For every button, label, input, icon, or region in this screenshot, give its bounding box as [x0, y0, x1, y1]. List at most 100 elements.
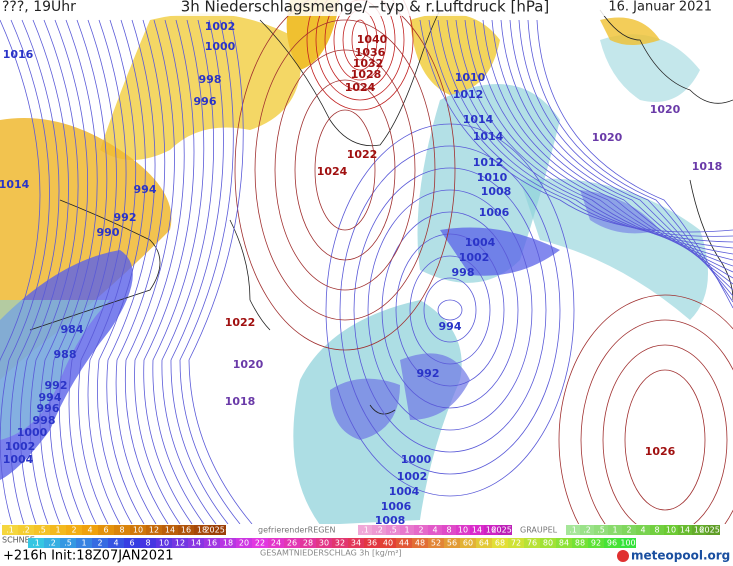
legend-label: GESAMTNIEDERSCHLAG 3h [kg/m²]: [260, 549, 402, 558]
isobar-label: 1026: [645, 445, 676, 458]
legend-value: 2: [626, 526, 631, 535]
isobar-label: 990: [97, 226, 120, 239]
legend-swatch: [194, 525, 210, 535]
isobar: [518, 19, 733, 297]
isobar: [274, 49, 416, 291]
legend-label: gefrierenderREGEN: [258, 526, 336, 535]
legend-swatch: [692, 525, 706, 535]
legend-swatch: [650, 525, 664, 535]
legend-swatch: [414, 525, 428, 535]
isobar-label: 1020: [650, 103, 681, 116]
legend-value: 26: [287, 539, 297, 548]
legend-swatch: [442, 525, 456, 535]
legend-value: 20: [239, 539, 249, 548]
isobar: [339, 145, 561, 475]
legend-swatch: [114, 525, 130, 535]
legend-value: 14: [165, 526, 175, 535]
legend-value: 2: [418, 526, 423, 535]
isobar-label: 1018: [692, 160, 723, 173]
legend-swatch: [284, 538, 300, 548]
legend-swatch: [348, 538, 364, 548]
isobar-label: 1022: [347, 148, 378, 161]
legend-value: 32: [335, 539, 345, 548]
isobar-label: 1008: [481, 185, 512, 198]
legend-swatch: [364, 538, 380, 548]
legend-value: 2: [71, 526, 76, 535]
legend-value: 14: [680, 526, 690, 535]
legend-swatch: [268, 538, 284, 548]
legend-value: 18: [197, 526, 207, 535]
legend-label: SCHNEE: [2, 536, 35, 545]
isobar: [143, 19, 195, 525]
legend-swatch: [98, 525, 114, 535]
isobar: [315, 0, 405, 101]
isobar: [395, 233, 505, 387]
legend-value: .5: [597, 526, 605, 535]
isobar-label: 1012: [453, 88, 484, 101]
legend-swatch: [566, 525, 580, 535]
legend-swatch: [706, 525, 720, 535]
legend-value: 14: [472, 526, 482, 535]
legend-swatch: [82, 525, 98, 535]
legend-swatch: [50, 525, 66, 535]
legend-value: 4: [87, 526, 92, 535]
legend-value: 22: [255, 539, 265, 548]
isobar-label: 1012: [473, 156, 504, 169]
isobar: [170, 19, 229, 525]
legend-value: 10: [159, 539, 169, 548]
isobar: [0, 19, 50, 525]
legend-swatch: [66, 525, 82, 535]
legend-value: 14: [191, 539, 201, 548]
legend-value: 1: [81, 539, 86, 548]
coastlines: [29, 9, 733, 415]
legend-value: .2: [583, 526, 591, 535]
legend-swatch: [622, 525, 636, 535]
legend-value: .5: [64, 539, 72, 548]
isobar-label: 1040: [357, 33, 388, 46]
isobar-label: 994: [134, 183, 157, 196]
isobar-label: 1014: [473, 130, 504, 143]
legend-swatch: [2, 525, 18, 535]
legend-swatch: [608, 525, 622, 535]
isobar: [78, 19, 127, 525]
legend-value: 60: [463, 539, 473, 548]
legend-swatch: [76, 538, 92, 548]
legend-swatch: [332, 538, 348, 548]
isobar-label: 1028: [351, 68, 382, 81]
brand: meteopool.org: [631, 549, 730, 563]
isobar-label: 994: [439, 320, 462, 333]
legend-value: 10: [133, 526, 143, 535]
legend-swatch: [34, 525, 50, 535]
legend-value: 4: [640, 526, 645, 535]
legend-swatch: [572, 538, 588, 548]
legend-value: 4: [113, 539, 118, 548]
legend-value: .5: [389, 526, 397, 535]
isobar: [333, 0, 387, 81]
legend-value: 76: [527, 539, 537, 548]
legend-value: .1: [6, 526, 14, 535]
legend-value: 84: [559, 539, 569, 548]
legend-value: 100: [620, 539, 635, 548]
isobar-label: 1008: [375, 514, 406, 527]
legend-swatch: [146, 525, 162, 535]
legend-swatch: [460, 538, 476, 548]
isobar-label: 1010: [477, 171, 508, 184]
isobar-label: 1018: [225, 395, 256, 408]
legend-swatch: [108, 538, 124, 548]
map-title: 3h Niederschlagsmenge/−typ & r.Luftdruck…: [181, 0, 550, 16]
legend-swatch: [540, 538, 556, 548]
isobar: [152, 19, 205, 525]
legend-swatch: [140, 538, 156, 548]
legend-swatch: [178, 525, 194, 535]
isobar: [428, 19, 733, 237]
isobar-labels: 1016101410021000998996994992990104010361…: [0, 20, 722, 527]
legend-swatch: [498, 525, 512, 535]
legend-value: 8: [446, 526, 451, 535]
isobar: [423, 277, 477, 343]
isobar: [59, 19, 108, 525]
isobar-label: 1020: [233, 358, 264, 371]
legend-swatch: [44, 538, 60, 548]
legend-value: 2025+: [204, 526, 231, 535]
legend-swatch: [316, 538, 332, 548]
